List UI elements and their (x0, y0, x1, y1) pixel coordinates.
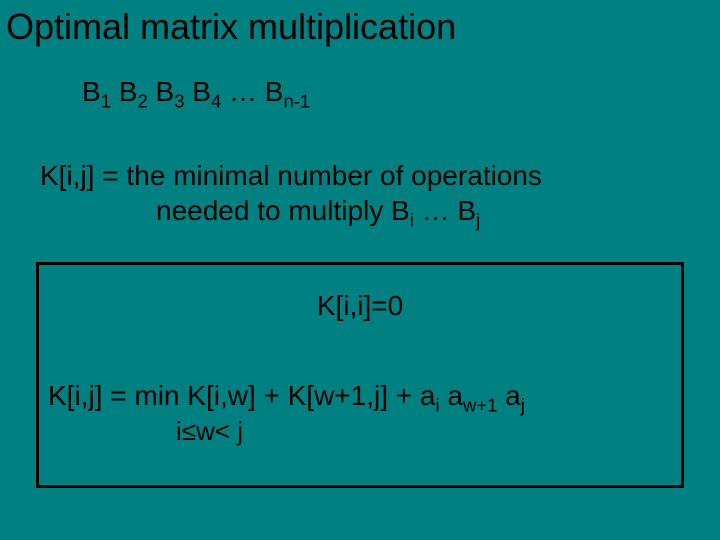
def-line1: K[i,j] = the minimal number of operation… (40, 160, 542, 191)
definition-text: K[i,j] = the minimal number of operation… (40, 158, 542, 228)
recur-sub-w1: w+1 (463, 395, 497, 416)
def-line2-a: needed to multiply B (156, 195, 410, 226)
seq-ellipsis: … (221, 76, 265, 107)
cond-b: w< j (196, 416, 243, 446)
def-line2-mid: … B (414, 195, 476, 226)
seq-Bn: B (265, 76, 284, 107)
seq-sn: n-1 (283, 91, 310, 112)
seq-B2: B (119, 76, 138, 107)
seq-s3: 3 (174, 91, 184, 112)
def-line2: needed to multiply Bi … Bj (40, 193, 542, 228)
recur-mid1: a (440, 380, 463, 411)
slide-title: Optimal matrix multiplication (6, 6, 456, 48)
def-sub-j: j (476, 210, 480, 231)
cond-le: ≤ (182, 416, 196, 446)
seq-s2: 2 (137, 91, 147, 112)
recur-mid2: a (497, 380, 520, 411)
recur-sub-j: j (521, 395, 525, 416)
seq-s4: 4 (211, 91, 221, 112)
recurrence-condition: i≤w< j (176, 416, 243, 447)
base-case: K[i,i]=0 (0, 290, 720, 322)
seq-s1: 1 (101, 91, 111, 112)
seq-B1: B (82, 76, 101, 107)
recurrence: K[i,j] = min K[i,w] + K[w+1,j] + ai aw+1… (48, 380, 525, 412)
recur-lhs: K[i,j] = min K[i,w] + K[w+1,j] + a (48, 380, 436, 411)
matrix-sequence: B1 B2 B3 B4 … Bn-1 (82, 76, 310, 108)
seq-B3: B (156, 76, 175, 107)
seq-B4: B (192, 76, 211, 107)
